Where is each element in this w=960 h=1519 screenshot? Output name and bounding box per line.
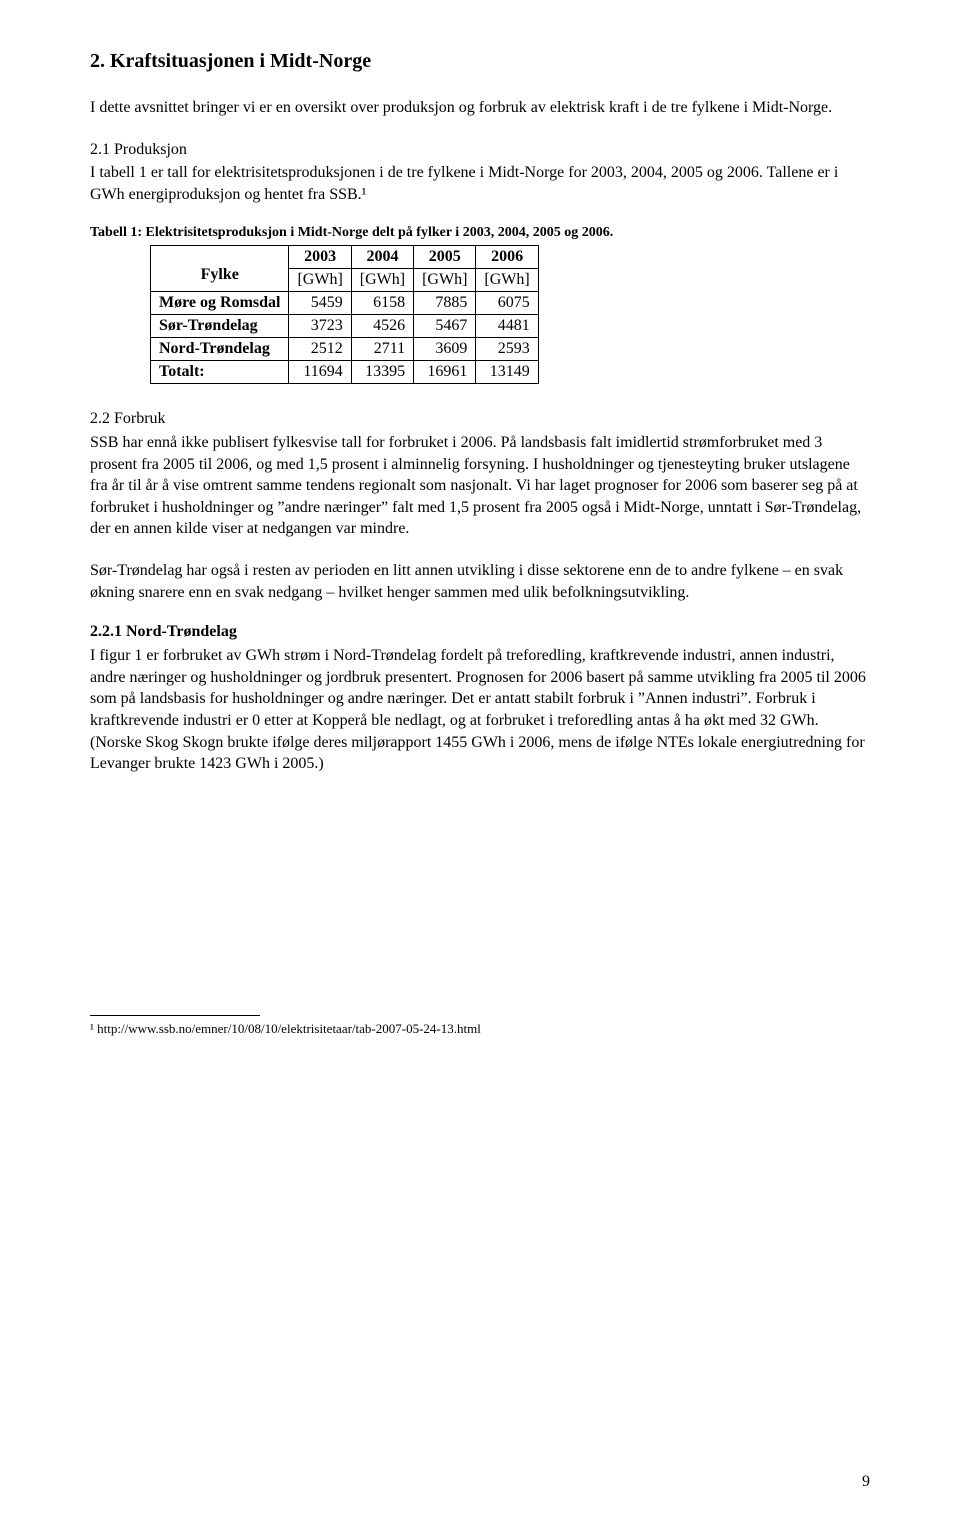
table-row: Totalt: 11694 13395 16961 13149 [151,361,539,384]
table-header-row: Fylke 2003 2004 2005 2006 [151,246,539,269]
row-name: Totalt: [151,361,289,384]
forbruk-p1: SSB har ennå ikke publisert fylkesvise t… [90,432,870,540]
table-row: Møre og Romsdal 5459 6158 7885 6075 [151,292,539,315]
cell: 7885 [414,292,476,315]
cell: 13149 [476,361,538,384]
cell: 4481 [476,315,538,338]
year-2006: 2006 [476,246,538,269]
nordtrondelag-heading: 2.2.1 Nord-Trøndelag [90,623,870,641]
footnote-rule [90,1015,260,1016]
forbruk-heading: 2.2 Forbruk [90,408,870,430]
unit-cell: [GWh] [289,269,351,292]
section-title: 2. Kraftsituasjonen i Midt-Norge [90,50,870,73]
year-2004: 2004 [351,246,413,269]
cell: 2512 [289,338,351,361]
row-name: Sør-Trøndelag [151,315,289,338]
cell: 4526 [351,315,413,338]
page-number: 9 [862,1473,870,1491]
year-2003: 2003 [289,246,351,269]
fylke-label: Fylke [201,266,239,283]
unit-cell: [GWh] [476,269,538,292]
footnote: ¹ http://www.ssb.no/emner/10/08/10/elekt… [90,1020,870,1038]
page-container: 2. Kraftsituasjonen i Midt-Norge I dette… [0,0,960,1519]
table-caption: Tabell 1: Elektrisitetsproduksjon i Midt… [90,225,870,241]
cell: 2593 [476,338,538,361]
row-name: Nord-Trøndelag [151,338,289,361]
cell: 6158 [351,292,413,315]
cell: 5459 [289,292,351,315]
production-table: Fylke 2003 2004 2005 2006 [GWh] [GWh] [G… [150,245,539,384]
cell: 2711 [351,338,413,361]
table-row: Nord-Trøndelag 2512 2711 3609 2593 [151,338,539,361]
produksjon-heading: 2.1 Produksjon [90,139,870,161]
cell: 13395 [351,361,413,384]
table-row: Sør-Trøndelag 3723 4526 5467 4481 [151,315,539,338]
year-2005: 2005 [414,246,476,269]
cell: 3723 [289,315,351,338]
cell: 6075 [476,292,538,315]
cell: 5467 [414,315,476,338]
forbruk-p2: Sør-Trøndelag har også i resten av perio… [90,560,870,603]
unit-cell: [GWh] [351,269,413,292]
nordtrondelag-body: I figur 1 er forbruket av GWh strøm i No… [90,645,870,775]
unit-cell: [GWh] [414,269,476,292]
cell: 16961 [414,361,476,384]
intro-paragraph: I dette avsnittet bringer vi er en overs… [90,97,870,119]
produksjon-body: I tabell 1 er tall for elektrisitetsprod… [90,162,870,205]
row-name: Møre og Romsdal [151,292,289,315]
fylke-header: Fylke [151,246,289,292]
cell: 11694 [289,361,351,384]
cell: 3609 [414,338,476,361]
